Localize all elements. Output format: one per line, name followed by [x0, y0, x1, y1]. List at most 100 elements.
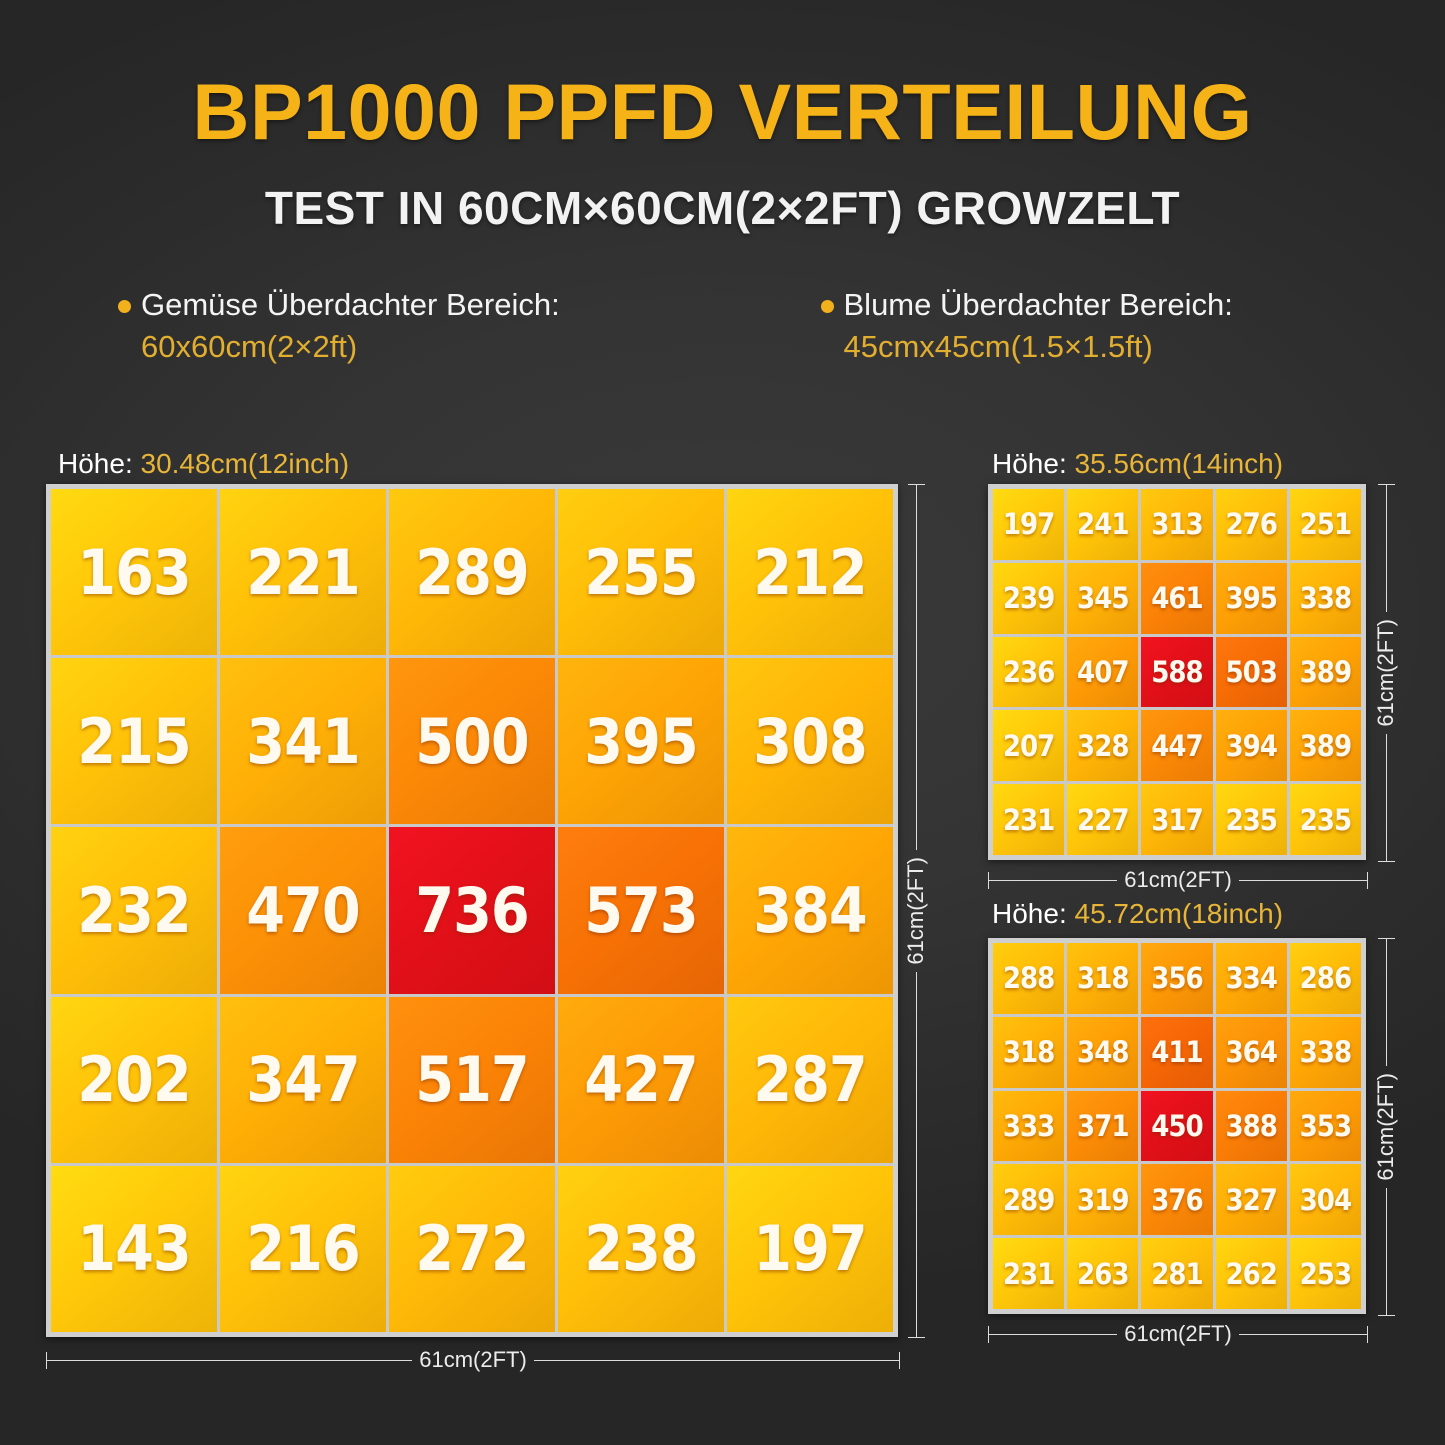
heatmap-cell-value: 262: [1225, 1256, 1277, 1291]
heatmap-cell: 500: [389, 658, 555, 825]
dim-cap-top: [1377, 938, 1395, 939]
heatmap-cell-value: 304: [1299, 1182, 1352, 1217]
dim-cap-right: [1367, 871, 1368, 889]
height-value-12inch: 30.48cm(12inch): [140, 448, 350, 479]
heatmap-cell: 289: [389, 489, 555, 656]
heatmap-cell: 239: [993, 562, 1065, 634]
dim-cap-right: [1367, 1325, 1368, 1343]
legend-sub-flower: 45cmx45cm(1.5×1.5ft): [843, 329, 1153, 364]
height-value-18inch: 45.72cm(18inch): [1074, 898, 1284, 929]
heatmap-cell-value: 376: [1151, 1182, 1203, 1217]
heatmap-cell-value: 500: [415, 704, 529, 778]
heatmap-cell: 272: [389, 1165, 555, 1332]
heatmap-cell: 241: [1067, 489, 1139, 560]
heatmap-cell: 517: [389, 996, 555, 1163]
heatmap-cell-value: 470: [246, 873, 360, 947]
legend-item-flower: Blume Überdachter Bereich: 45cmx45cm(1.5…: [820, 287, 1406, 365]
heatmap-cell: 348: [1067, 1016, 1139, 1088]
heatmap-cell: 395: [558, 658, 724, 825]
heatmap-cell: 308: [727, 658, 893, 825]
ppfd-heatmap-18inch: 288 318 356 334 286 318 348 411 364 338 333 371 450 3…: [988, 938, 1366, 1314]
dim-height-text: 61cm(2FT): [1373, 1073, 1398, 1181]
heatmap-cell-value: 348: [1077, 1035, 1129, 1070]
heatmap-cell-value: 236: [1002, 654, 1055, 689]
heatmap-cell-value: 221: [246, 535, 360, 609]
heatmap-grid: 197 241 313 276 251 239 345 461 395 338 236 407 588 5…: [993, 489, 1361, 855]
heatmap-cell-value: 356: [1151, 961, 1203, 996]
heatmap-cell: 231: [993, 1238, 1065, 1309]
heatmap-cell-value: 241: [1077, 507, 1129, 542]
heatmap-cell-value: 272: [415, 1212, 529, 1286]
heatmap-cell: 334: [1215, 943, 1287, 1014]
heatmap-cell: 232: [51, 827, 217, 994]
heatmap-cell-value: 238: [584, 1212, 698, 1286]
heatmap-cell: 394: [1215, 710, 1287, 782]
heatmap-cell: 317: [1141, 784, 1213, 855]
dimension-width-18inch: 61cm(2FT): [988, 1321, 1368, 1346]
height-label-18inch: Höhe: 45.72cm(18inch): [992, 898, 1284, 929]
dimension-height-12inch: 61cm(2FT): [903, 484, 928, 1338]
heatmap-cell: 313: [1141, 489, 1213, 560]
heatmap-cell: 384: [727, 827, 893, 994]
heatmap-cell-value: 407: [1077, 654, 1129, 689]
heatmap-grid: 288 318 356 334 286 318 348 411 364 338 333 371 450 3…: [993, 943, 1361, 1309]
heatmap-cell-value: 202: [77, 1043, 191, 1117]
heatmap-cell: 163: [51, 489, 217, 656]
dim-cap-bottom: [907, 1337, 925, 1338]
heatmap-cell: 588: [1141, 636, 1213, 708]
heatmap-cell: 389: [1289, 636, 1361, 708]
heatmap-cell-value: 384: [753, 873, 867, 947]
dim-height-text: 61cm(2FT): [903, 857, 928, 965]
heatmap-cell: 236: [993, 636, 1065, 708]
dim-height-text: 61cm(2FT): [1373, 619, 1398, 727]
dim-cap-top: [907, 484, 925, 485]
height-label-14inch: Höhe: 35.56cm(14inch): [992, 448, 1284, 479]
heatmap-cell-value: 286: [1299, 961, 1352, 996]
heatmap-cell-value: 216: [246, 1212, 360, 1286]
legend-sub-vegetable: 60x60cm(2×2ft): [141, 329, 358, 364]
page-header: BP1000 PPFD VERTEILUNG TEST IN 60CM×60CM…: [0, 0, 1445, 235]
heatmap-cell: 207: [993, 710, 1065, 782]
heatmap-cell: 221: [220, 489, 386, 656]
heatmap-cell-value: 235: [1299, 802, 1352, 837]
dim-bar: [1385, 1187, 1387, 1315]
dim-cap-bottom: [1377, 861, 1395, 862]
heatmap-cell-value: 212: [753, 535, 867, 609]
heatmap-grid: 163 221 289 255 212 215 341 500 395 308 232 470 736 5…: [51, 489, 893, 1332]
grid-frame: 163 221 289 255 212 215 341 500 395 308 232 470 736 5…: [46, 484, 898, 1337]
heatmap-cell-value: 328: [1077, 728, 1129, 763]
heatmap-cell-value: 239: [1002, 581, 1055, 616]
dim-cap-left: [988, 1325, 989, 1343]
dim-cap-left: [988, 871, 989, 889]
heatmap-cell: 216: [220, 1165, 386, 1332]
heatmap-cell-value: 427: [584, 1043, 698, 1117]
legend: Gemüse Überdachter Bereich: 60x60cm(2×2f…: [0, 287, 1445, 365]
heatmap-cell: 395: [1215, 562, 1287, 634]
heatmap-cell-value: 389: [1299, 728, 1352, 763]
grid-frame: 197 241 313 276 251 239 345 461 395 338 236 407 588 5…: [988, 484, 1366, 860]
dim-cap-bottom: [1377, 1315, 1395, 1316]
dim-bar: [989, 879, 1118, 881]
dim-cap-top: [1377, 484, 1395, 485]
heatmap-cell-value: 338: [1299, 1035, 1352, 1070]
heatmap-cell: 255: [558, 489, 724, 656]
heatmap-cell-value: 345: [1077, 581, 1129, 616]
heatmap-cell: 319: [1067, 1164, 1139, 1236]
heatmap-cell-value: 389: [1299, 654, 1352, 689]
heatmap-cell: 427: [558, 996, 724, 1163]
heatmap-cell-value: 163: [77, 535, 191, 609]
heatmap-cell: 503: [1215, 636, 1287, 708]
heatmap-cell-value: 317: [1151, 802, 1203, 837]
height-label-12inch: Höhe: 30.48cm(12inch): [58, 448, 350, 479]
dim-cap-right: [899, 1351, 900, 1369]
dim-bar: [1238, 1333, 1367, 1335]
heatmap-cell: 345: [1067, 562, 1139, 634]
heatmap-cell-value: 371: [1077, 1108, 1129, 1143]
dim-bar: [1238, 879, 1367, 881]
heatmap-cell-value: 287: [753, 1043, 867, 1117]
dim-bar: [1385, 939, 1387, 1067]
dimension-height-18inch: 61cm(2FT): [1373, 938, 1398, 1316]
heatmap-cell: 389: [1289, 710, 1361, 782]
heatmap-cell-value: 308: [753, 704, 867, 778]
dimension-width-14inch: 61cm(2FT): [988, 867, 1368, 892]
